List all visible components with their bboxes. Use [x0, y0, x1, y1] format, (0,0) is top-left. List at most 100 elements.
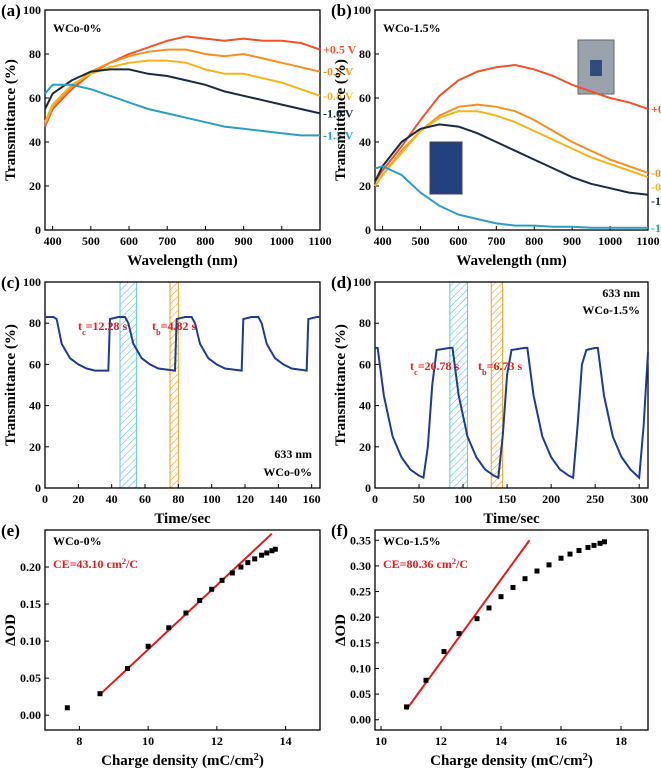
x-tick-label: 400 — [374, 234, 392, 248]
photo-detail — [590, 60, 602, 76]
data-point — [269, 548, 275, 554]
x-tick-label: 120 — [236, 492, 254, 506]
data-point — [166, 625, 172, 631]
x-axis-label-part: ) — [588, 753, 593, 769]
series-label: -1.5 V — [323, 128, 354, 142]
y-tick-label: 0 — [35, 481, 41, 495]
y-tick-label: 20 — [359, 179, 371, 193]
y-tick-label: 0.00 — [20, 708, 41, 722]
series-label: -0.8 V — [323, 89, 354, 103]
y-tick-label: 0.20 — [350, 610, 371, 624]
switch-band — [169, 281, 179, 489]
data-point — [510, 584, 516, 590]
time-annotation-part: t — [152, 319, 156, 333]
series-line — [44, 59, 321, 123]
x-tick-label: 160 — [303, 492, 321, 506]
series-line — [44, 35, 321, 127]
plot-frame — [44, 9, 321, 231]
panel-label: (e) — [1, 521, 20, 540]
y-tick-label: 0.10 — [350, 661, 371, 675]
series-line — [374, 103, 649, 187]
x-axis-label: Charge density (mC/cm2) — [430, 752, 593, 770]
x-tick-label: 800 — [196, 234, 214, 248]
plot-frame — [374, 281, 649, 489]
data-point — [259, 552, 265, 558]
y-tick-label: 0.10 — [20, 634, 41, 648]
x-tick-label: 140 — [269, 492, 287, 506]
y-tick-label: 80 — [29, 47, 41, 61]
x-tick-label: 12 — [211, 734, 223, 748]
plot-frame — [374, 9, 649, 231]
y-tick-label: 0 — [35, 223, 41, 237]
series-label: -0.5 V — [323, 65, 354, 79]
y-tick-label: 0.00 — [350, 713, 371, 727]
data-point — [474, 616, 480, 622]
y-axis-label: Transmittance (%) — [333, 324, 349, 446]
x-tick-label: 700 — [158, 234, 176, 248]
data-point — [602, 539, 607, 545]
series-line — [374, 165, 648, 229]
x-tick-label: 100 — [454, 492, 472, 506]
series-label: -0.8 V — [651, 180, 661, 194]
data-point — [404, 704, 409, 710]
panel-label: (a) — [1, 1, 21, 20]
data-point — [456, 631, 462, 637]
x-tick-label: 14 — [280, 734, 292, 748]
x-axis-label-part: Charge density (mC/cm — [101, 753, 254, 769]
x-tick-label: 300 — [630, 492, 648, 506]
data-point — [238, 564, 244, 570]
ce-annotation-part: 2 — [452, 557, 456, 566]
series-line — [44, 48, 321, 125]
y-tick-label: 60 — [29, 91, 41, 105]
y-tick-label: 0.15 — [20, 597, 41, 611]
y-tick-label: 0.35 — [350, 533, 371, 547]
time-annotation-part: =12.28 s — [86, 319, 128, 333]
ce-annotation-part: /C — [455, 557, 468, 571]
x-axis-label: Time/sec — [154, 511, 211, 527]
time-annotation-part: =4.82 s — [161, 319, 197, 333]
time-annotation-part: t — [78, 319, 82, 333]
series-line — [44, 68, 321, 115]
switch-band — [119, 281, 138, 489]
y-tick-label: 60 — [29, 357, 41, 371]
y-tick-label: 20 — [29, 179, 41, 193]
x-tick-label: 12 — [435, 734, 447, 748]
panel: 0 20 40 60 80 100 120 140 160 0 20 40 60 80 100 — [23, 275, 321, 506]
y-tick-label: 0.05 — [20, 671, 41, 685]
plot-frame — [44, 529, 321, 731]
y-tick-label: 100 — [353, 275, 371, 289]
ce-annotation-part: CE=80.36 cm — [383, 557, 452, 571]
series-label: +0.5 V — [651, 102, 661, 116]
y-axis-label: ΔOD — [3, 614, 19, 646]
data-point — [125, 666, 130, 672]
y-tick-label: 100 — [23, 3, 41, 17]
switch-band — [449, 281, 468, 489]
x-tick-label: 80 — [172, 492, 184, 506]
x-tick-label: 10 — [375, 734, 387, 748]
time-annotation-part: t — [410, 359, 414, 373]
x-tick-label: 800 — [525, 234, 543, 248]
ce-annotation-part: /C — [125, 557, 138, 571]
time-annotation: tc=20.78 s — [410, 359, 460, 377]
data-point — [522, 576, 528, 582]
data-point — [486, 605, 492, 611]
x-axis-label-part: Charge density (mC/cm — [430, 753, 583, 769]
data-point — [423, 677, 429, 683]
ce-annotation: CE=43.10 cm2/C — [53, 557, 138, 572]
y-tick-label: 0.25 — [350, 585, 371, 599]
data-point — [209, 586, 215, 592]
data-point — [219, 577, 225, 583]
data-point — [441, 649, 447, 655]
x-tick-label: 8 — [76, 734, 82, 748]
data-point — [558, 555, 564, 561]
data-point — [229, 570, 235, 576]
panel-label: (d) — [331, 273, 352, 292]
x-tick-label: 18 — [615, 734, 627, 748]
y-tick-label: 0 — [365, 481, 371, 495]
y-tick-label: 80 — [359, 316, 371, 330]
x-tick-label: 20 — [72, 492, 84, 506]
series-line — [44, 83, 320, 137]
x-tick-label: 0 — [42, 492, 48, 506]
x-tick-label: 600 — [120, 234, 138, 248]
y-tick-label: 20 — [359, 440, 371, 454]
